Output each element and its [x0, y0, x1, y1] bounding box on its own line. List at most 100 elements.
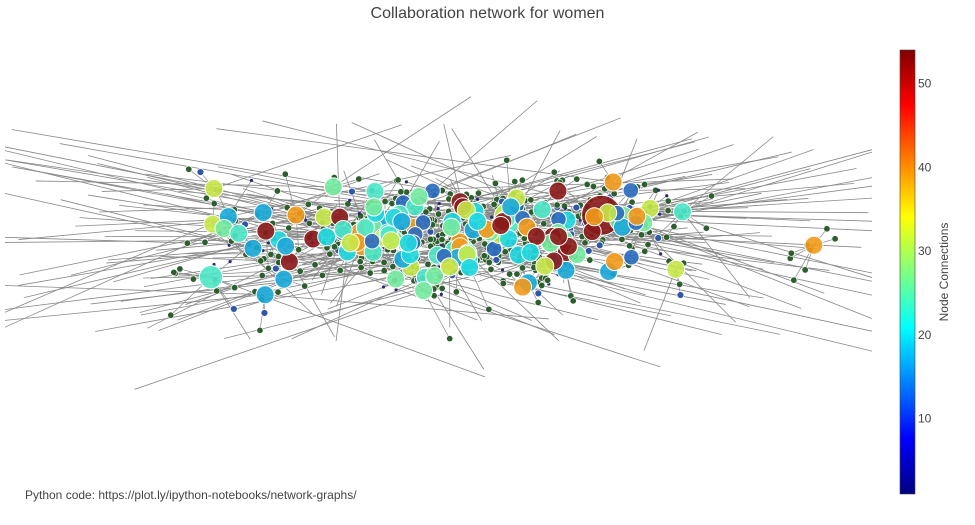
- hub-node[interactable]: [425, 266, 445, 286]
- network-node[interactable]: [659, 252, 663, 256]
- network-node[interactable]: [256, 326, 264, 334]
- network-node[interactable]: [227, 243, 231, 247]
- hub-node[interactable]: [363, 232, 381, 250]
- network-node[interactable]: [540, 220, 548, 228]
- network-node[interactable]: [654, 234, 663, 242]
- network-node[interactable]: [823, 225, 831, 233]
- network-node[interactable]: [499, 279, 507, 287]
- network-node[interactable]: [511, 178, 519, 186]
- hub-node[interactable]: [409, 187, 429, 207]
- network-node[interactable]: [436, 234, 441, 238]
- network-node[interactable]: [202, 194, 210, 202]
- hub-node[interactable]: [622, 182, 640, 199]
- network-node[interactable]: [273, 187, 281, 195]
- network-node[interactable]: [438, 236, 446, 244]
- hub-node[interactable]: [521, 242, 541, 262]
- network-node[interactable]: [295, 246, 303, 254]
- hub-node[interactable]: [526, 226, 546, 246]
- network-node[interactable]: [676, 280, 684, 288]
- network-node[interactable]: [281, 170, 289, 178]
- network-node[interactable]: [210, 200, 218, 208]
- network-node[interactable]: [311, 261, 319, 269]
- network-node[interactable]: [228, 260, 232, 264]
- network-node[interactable]: [266, 241, 271, 245]
- network-node[interactable]: [394, 176, 402, 184]
- hub-node[interactable]: [584, 207, 604, 227]
- network-node[interactable]: [304, 218, 308, 222]
- network-node[interactable]: [641, 180, 649, 188]
- network-node[interactable]: [348, 187, 356, 196]
- network-node[interactable]: [436, 207, 440, 211]
- network-node[interactable]: [583, 180, 591, 188]
- network-node[interactable]: [702, 224, 710, 232]
- network-node[interactable]: [663, 233, 671, 241]
- hub-node[interactable]: [666, 259, 686, 279]
- network-node[interactable]: [490, 215, 494, 219]
- network-node[interactable]: [676, 291, 685, 299]
- hub-node[interactable]: [386, 269, 406, 289]
- network-node[interactable]: [500, 268, 505, 272]
- hub-node[interactable]: [456, 200, 476, 220]
- network-node[interactable]: [831, 235, 839, 243]
- network-node[interactable]: [264, 264, 272, 272]
- network-node[interactable]: [231, 284, 239, 292]
- hub-node[interactable]: [317, 227, 337, 247]
- network-node[interactable]: [318, 271, 326, 279]
- hub-node[interactable]: [501, 197, 521, 217]
- network-node[interactable]: [257, 257, 265, 265]
- network-node[interactable]: [185, 165, 193, 173]
- network-node[interactable]: [189, 275, 197, 283]
- network-node[interactable]: [404, 180, 409, 184]
- network-node[interactable]: [487, 265, 495, 273]
- hub-node[interactable]: [535, 256, 555, 276]
- network-node[interactable]: [664, 207, 672, 215]
- hub-node[interactable]: [381, 231, 401, 251]
- network-node[interactable]: [475, 189, 483, 197]
- network-node[interactable]: [480, 252, 488, 260]
- network-node[interactable]: [344, 200, 352, 208]
- network-node[interactable]: [578, 218, 582, 222]
- network-node[interactable]: [285, 224, 293, 232]
- hub-node[interactable]: [255, 285, 275, 305]
- network-node[interactable]: [380, 258, 388, 266]
- network-node[interactable]: [258, 272, 266, 280]
- hub-node[interactable]: [627, 206, 647, 226]
- network-node[interactable]: [326, 250, 334, 258]
- hub-node[interactable]: [549, 226, 569, 246]
- network-node[interactable]: [550, 168, 558, 176]
- network-node[interactable]: [708, 192, 716, 200]
- network-node[interactable]: [183, 239, 191, 247]
- network-node[interactable]: [389, 263, 397, 271]
- network-node[interactable]: [573, 175, 581, 183]
- network-node[interactable]: [618, 235, 626, 243]
- hub-node[interactable]: [804, 235, 824, 255]
- network-node[interactable]: [492, 256, 501, 264]
- hub-node[interactable]: [323, 177, 343, 197]
- network-node[interactable]: [519, 264, 527, 272]
- hub-node[interactable]: [532, 200, 552, 220]
- network-node[interactable]: [394, 288, 398, 292]
- network-node[interactable]: [503, 156, 511, 164]
- network-node[interactable]: [357, 264, 365, 272]
- network-node[interactable]: [201, 238, 209, 246]
- network-node[interactable]: [790, 276, 798, 284]
- hub-node[interactable]: [623, 248, 640, 266]
- network-node[interactable]: [348, 198, 352, 202]
- network-node[interactable]: [787, 249, 795, 257]
- network-node[interactable]: [167, 311, 175, 319]
- network-node[interactable]: [527, 196, 535, 204]
- network-node[interactable]: [641, 247, 649, 255]
- hub-node[interactable]: [229, 223, 249, 243]
- hub-node[interactable]: [548, 181, 568, 201]
- network-node[interactable]: [170, 268, 178, 276]
- network-node[interactable]: [656, 188, 661, 192]
- network-node[interactable]: [581, 239, 589, 247]
- network-node[interactable]: [331, 243, 339, 251]
- hub-node[interactable]: [276, 236, 296, 256]
- network-node[interactable]: [380, 267, 388, 275]
- hub-node[interactable]: [253, 202, 273, 222]
- network-node[interactable]: [356, 258, 364, 266]
- hub-node[interactable]: [441, 217, 461, 237]
- hub-node[interactable]: [398, 233, 418, 253]
